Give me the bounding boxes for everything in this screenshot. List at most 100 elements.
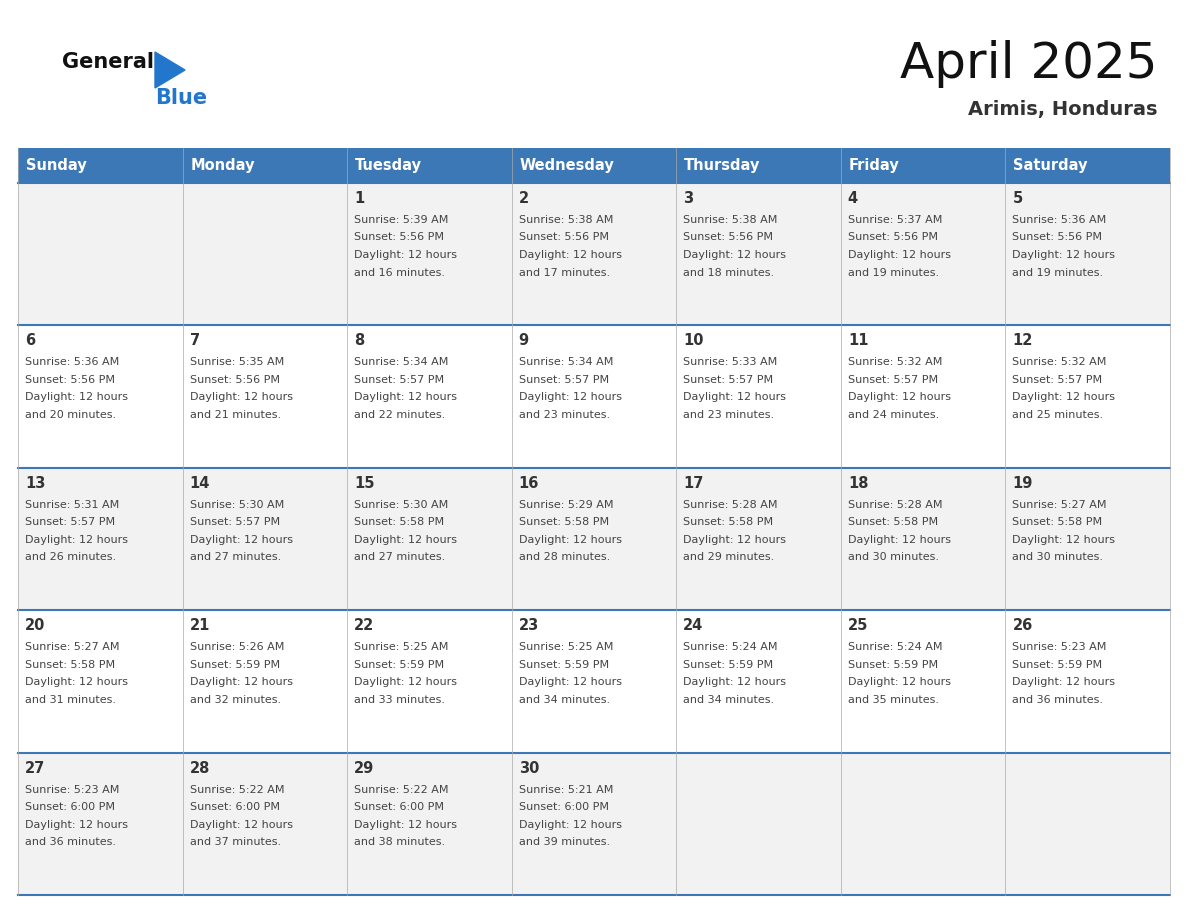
Bar [512,148,676,183]
Text: Sunset: 6:00 PM: Sunset: 6:00 PM [190,802,279,812]
Text: 25: 25 [848,618,868,633]
Text: 27: 27 [25,761,45,776]
Text: and 35 minutes.: and 35 minutes. [848,695,939,705]
Text: Sunset: 5:57 PM: Sunset: 5:57 PM [1012,375,1102,385]
Text: Daylight: 12 hours: Daylight: 12 hours [1012,535,1116,544]
Text: 7: 7 [190,333,200,349]
Text: 10: 10 [683,333,703,349]
Text: Sunset: 5:57 PM: Sunset: 5:57 PM [190,518,279,527]
Text: Daylight: 12 hours: Daylight: 12 hours [1012,392,1116,402]
Text: and 27 minutes.: and 27 minutes. [354,553,446,563]
Text: Sunset: 5:59 PM: Sunset: 5:59 PM [683,660,773,670]
Text: April 2025: April 2025 [901,40,1158,88]
Text: 28: 28 [190,761,210,776]
Text: and 36 minutes.: and 36 minutes. [25,837,116,847]
Text: and 19 minutes.: and 19 minutes. [1012,267,1104,277]
Text: Daylight: 12 hours: Daylight: 12 hours [354,250,457,260]
Text: Daylight: 12 hours: Daylight: 12 hours [354,535,457,544]
Text: Sunrise: 5:32 AM: Sunrise: 5:32 AM [1012,357,1107,367]
Text: Sunrise: 5:32 AM: Sunrise: 5:32 AM [848,357,942,367]
Text: and 27 minutes.: and 27 minutes. [190,553,280,563]
Text: Sunrise: 5:39 AM: Sunrise: 5:39 AM [354,215,449,225]
Text: Sunset: 5:57 PM: Sunset: 5:57 PM [25,518,115,527]
Text: Sunset: 6:00 PM: Sunset: 6:00 PM [519,802,608,812]
Text: and 23 minutes.: and 23 minutes. [683,410,775,420]
Text: 17: 17 [683,476,703,491]
Text: and 18 minutes.: and 18 minutes. [683,267,775,277]
Text: Sunset: 5:56 PM: Sunset: 5:56 PM [848,232,937,242]
Text: Sunrise: 5:22 AM: Sunrise: 5:22 AM [354,785,449,795]
Text: Daylight: 12 hours: Daylight: 12 hours [683,392,786,402]
Bar [18,468,1170,610]
Text: and 38 minutes.: and 38 minutes. [354,837,446,847]
Text: Wednesday: Wednesday [519,158,614,173]
Text: 4: 4 [848,191,858,206]
Text: 5: 5 [1012,191,1023,206]
Text: 30: 30 [519,761,539,776]
Text: and 34 minutes.: and 34 minutes. [683,695,775,705]
Text: and 29 minutes.: and 29 minutes. [683,553,775,563]
Text: Daylight: 12 hours: Daylight: 12 hours [190,820,292,830]
Text: 16: 16 [519,476,539,491]
Text: 1: 1 [354,191,365,206]
Text: Daylight: 12 hours: Daylight: 12 hours [683,250,786,260]
Text: Sunrise: 5:22 AM: Sunrise: 5:22 AM [190,785,284,795]
Text: Daylight: 12 hours: Daylight: 12 hours [354,677,457,688]
Bar [183,148,347,183]
Text: Sunrise: 5:38 AM: Sunrise: 5:38 AM [519,215,613,225]
Text: 22: 22 [354,618,374,633]
Text: Saturday: Saturday [1013,158,1088,173]
Text: Sunrise: 5:24 AM: Sunrise: 5:24 AM [848,643,942,652]
Text: Daylight: 12 hours: Daylight: 12 hours [190,392,292,402]
Bar [18,610,1170,753]
Text: 26: 26 [1012,618,1032,633]
Text: Arimis, Honduras: Arimis, Honduras [968,100,1158,119]
Text: 3: 3 [683,191,694,206]
Text: Sunrise: 5:27 AM: Sunrise: 5:27 AM [1012,499,1107,509]
Text: 6: 6 [25,333,36,349]
Text: and 31 minutes.: and 31 minutes. [25,695,116,705]
Text: 2: 2 [519,191,529,206]
Text: Sunrise: 5:28 AM: Sunrise: 5:28 AM [848,499,942,509]
Text: Sunrise: 5:21 AM: Sunrise: 5:21 AM [519,785,613,795]
Text: Sunrise: 5:38 AM: Sunrise: 5:38 AM [683,215,778,225]
Text: and 21 minutes.: and 21 minutes. [190,410,280,420]
Text: Sunset: 5:56 PM: Sunset: 5:56 PM [190,375,279,385]
Text: Sunset: 5:59 PM: Sunset: 5:59 PM [190,660,279,670]
Polygon shape [154,52,185,88]
Text: Daylight: 12 hours: Daylight: 12 hours [683,677,786,688]
Text: Daylight: 12 hours: Daylight: 12 hours [1012,250,1116,260]
Text: 24: 24 [683,618,703,633]
Text: 13: 13 [25,476,45,491]
Text: Sunrise: 5:23 AM: Sunrise: 5:23 AM [1012,643,1107,652]
Text: Daylight: 12 hours: Daylight: 12 hours [25,535,128,544]
Text: Sunrise: 5:25 AM: Sunrise: 5:25 AM [519,643,613,652]
Text: Blue: Blue [154,88,207,108]
Text: and 20 minutes.: and 20 minutes. [25,410,116,420]
Text: Sunrise: 5:24 AM: Sunrise: 5:24 AM [683,643,778,652]
Text: and 26 minutes.: and 26 minutes. [25,553,116,563]
Text: Sunrise: 5:35 AM: Sunrise: 5:35 AM [190,357,284,367]
Text: Daylight: 12 hours: Daylight: 12 hours [848,250,950,260]
Text: 12: 12 [1012,333,1032,349]
Text: Sunset: 5:57 PM: Sunset: 5:57 PM [519,375,608,385]
Text: Sunday: Sunday [26,158,87,173]
Text: Daylight: 12 hours: Daylight: 12 hours [848,392,950,402]
Text: Daylight: 12 hours: Daylight: 12 hours [848,535,950,544]
Text: 19: 19 [1012,476,1032,491]
Text: Daylight: 12 hours: Daylight: 12 hours [25,392,128,402]
Text: 14: 14 [190,476,210,491]
Text: and 33 minutes.: and 33 minutes. [354,695,446,705]
Text: Sunset: 6:00 PM: Sunset: 6:00 PM [25,802,115,812]
Text: Sunset: 5:58 PM: Sunset: 5:58 PM [25,660,115,670]
Text: Sunset: 5:56 PM: Sunset: 5:56 PM [683,232,773,242]
Text: and 22 minutes.: and 22 minutes. [354,410,446,420]
Text: 9: 9 [519,333,529,349]
Bar [676,148,841,183]
Text: Sunrise: 5:27 AM: Sunrise: 5:27 AM [25,643,120,652]
Bar [841,148,1005,183]
Text: 18: 18 [848,476,868,491]
Bar [347,148,512,183]
Text: and 39 minutes.: and 39 minutes. [519,837,609,847]
Text: Sunset: 5:58 PM: Sunset: 5:58 PM [519,518,608,527]
